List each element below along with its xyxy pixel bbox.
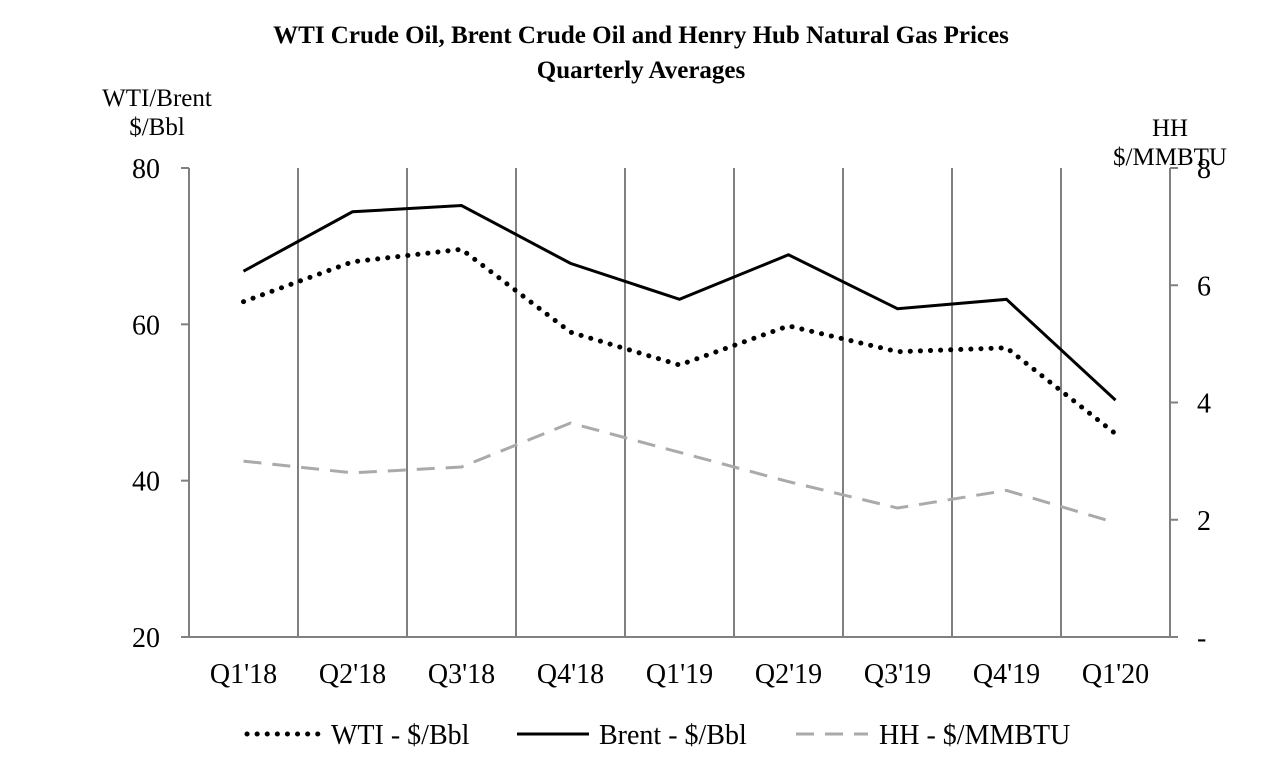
x-tick-label: Q1'20 <box>1082 659 1149 690</box>
chart-subtitle: Quarterly Averages <box>536 57 746 84</box>
x-tick-label: Q2'18 <box>319 659 386 690</box>
left-tick-label: 40 <box>132 467 160 498</box>
left-axis-title-line1: WTI/Brent <box>102 85 212 112</box>
right-tick-label: 2 <box>1197 506 1211 537</box>
legend-label: WTI - $/Bbl <box>331 720 470 751</box>
series-line-solid <box>242 203 1117 402</box>
right-tick-label: - <box>1197 623 1206 654</box>
legend-label: HH - $/MMBTU <box>879 720 1070 751</box>
left-tick-label: 80 <box>132 154 160 185</box>
x-tick-label: Q3'18 <box>428 659 495 690</box>
right-tick-label: 6 <box>1197 271 1211 302</box>
series-line-dotted <box>241 246 1118 437</box>
left-axis-title-line2: $/Bbl <box>129 114 185 141</box>
right-tick-label: 8 <box>1197 154 1211 185</box>
x-tick-label: Q1'18 <box>210 659 277 690</box>
x-tick-label: Q2'19 <box>755 659 822 690</box>
x-tick-label: Q4'19 <box>973 659 1040 690</box>
right-axis-title-line2: $/MMBTU <box>1113 144 1227 171</box>
left-tick-label: 20 <box>132 623 160 654</box>
x-tick-label: Q3'19 <box>864 659 931 690</box>
x-tick-label: Q4'18 <box>537 659 604 690</box>
right-axis-title-line1: HH <box>1151 115 1189 142</box>
right-axis-title: HH $/MMBTU <box>1095 114 1245 172</box>
series-line-dashed <box>243 421 1116 525</box>
right-tick-label: 4 <box>1197 389 1211 420</box>
left-axis-title: WTI/Brent $/Bbl <box>92 84 222 142</box>
left-tick-label: 60 <box>132 310 160 341</box>
chart-title: WTI Crude Oil, Brent Crude Oil and Henry… <box>273 22 1009 49</box>
x-tick-label: Q1'19 <box>646 659 713 690</box>
legend-label: Brent - $/Bbl <box>599 720 747 751</box>
